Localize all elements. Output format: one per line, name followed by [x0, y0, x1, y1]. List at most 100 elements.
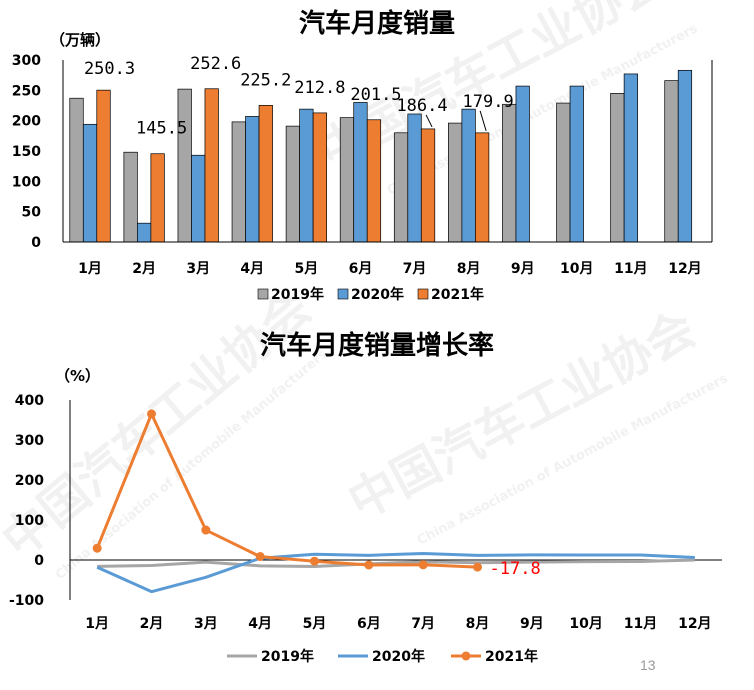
line-x-tick-label: 5月 [303, 616, 327, 632]
bar-2020年-3月 [191, 154, 206, 243]
bar-x-tick-label: 11月 [614, 261, 647, 277]
bar-2020年-2月 [137, 222, 152, 243]
bar-chart-title: 汽车月度销量 [299, 8, 455, 39]
bar-2021年-2月 [150, 153, 165, 243]
bar-x-tick-label: 6月 [349, 261, 373, 277]
line-y-tick-label: 400 [15, 393, 44, 409]
line-point-2021年 [418, 560, 428, 570]
line-chart: 汽车月度销量增长率 （%） -100 0 100 200 300 400 1月 2月 3月 4月 5… [9, 330, 722, 665]
bar-legend-swatch [337, 288, 349, 300]
line-series-2021年 [95, 412, 478, 569]
bar-data-label: 145.5 [136, 119, 187, 139]
line-y-tick-label: 200 [15, 473, 44, 489]
bar-data-label: 179.9 [463, 92, 514, 112]
line-legend-marker [461, 651, 471, 661]
bar-data-label: 252.6 [190, 54, 241, 74]
bar-2019年-12月 [664, 80, 679, 243]
line-point-2021年 [310, 556, 319, 566]
line-x-tick-label: 4月 [248, 616, 272, 632]
bar-x-tick-label: 9月 [511, 261, 535, 277]
bar-2019年-7月 [393, 132, 409, 243]
bar-y-tick-label: 150 [12, 144, 41, 160]
bar-2020年-8月 [461, 108, 476, 243]
bar-2021年-5月 [312, 112, 327, 243]
line-legend-label: 2019年 [261, 648, 314, 665]
line-point-2021年 [473, 562, 482, 572]
line-y-tick-label: 300 [15, 433, 44, 449]
line-point-2021年 [201, 525, 211, 535]
line-point-2021年 [147, 409, 156, 419]
bar-2020年-10月 [569, 85, 584, 243]
line-point-2021年 [255, 552, 265, 562]
bar-2020年-12月 [677, 69, 693, 243]
bar-2019年-4月 [231, 121, 246, 243]
bar-leader-line [425, 114, 433, 128]
bar-2019年-9月 [502, 103, 517, 243]
line-series-2020年 [96, 551, 695, 594]
line-x-tick-label: 12月 [678, 616, 711, 632]
bar-leader-line [479, 110, 487, 132]
line-chart-legend: 2019年 2020年 2021年 [227, 648, 538, 665]
line-x-tick-label: 11月 [624, 616, 657, 632]
line-y-tick-label: 0 [34, 553, 44, 569]
bar-2021年-8月 [475, 132, 490, 243]
line-legend-label: 2021年 [485, 648, 538, 665]
bar-data-label: 186.4 [396, 96, 447, 116]
bar-2019年-1月 [69, 97, 84, 243]
line-x-tick-label: 6月 [357, 616, 381, 632]
bar-x-tick-label: 8月 [457, 261, 481, 277]
bar-legend-swatch [257, 288, 269, 300]
bar-2019年-6月 [339, 117, 355, 243]
bar-2020年-4月 [245, 116, 260, 243]
bar-legend-label: 2021年 [431, 286, 484, 303]
bar-x-tick-label: 12月 [668, 261, 701, 277]
page-number: 13 [640, 657, 656, 673]
bar-2019年-5月 [285, 125, 300, 243]
line-x-tick-label: 1月 [85, 616, 109, 632]
bar-2021年-6月 [366, 119, 382, 243]
bar-2021年-4月 [258, 105, 273, 243]
bar-2019年-11月 [610, 93, 625, 243]
bar-2021年-3月 [204, 88, 219, 243]
line-x-tick-label: 3月 [194, 616, 218, 632]
line-x-tick-label: 9月 [520, 616, 544, 632]
line-y-tick-label: -100 [9, 593, 44, 609]
bar-2020年-9月 [515, 85, 530, 243]
bar-y-tick-label: 200 [12, 114, 41, 130]
bar-2020年-11月 [623, 73, 638, 243]
line-x-tick-label: 7月 [411, 616, 435, 632]
bar-2020年-6月 [353, 102, 368, 243]
bar-x-tick-label: 7月 [403, 261, 427, 277]
bar-chart-legend: 2019年 2020年 2021年 [257, 286, 484, 303]
bar-chart-unit: （万辆） [50, 31, 110, 49]
line-annotation-label: -17.8 [490, 559, 541, 579]
bar-2020年-1月 [82, 123, 98, 243]
bar-x-tick-label: 4月 [240, 261, 264, 277]
watermark-cn-2: 中国汽车工业协会 [0, 279, 322, 569]
bar-y-tick-label: 50 [22, 205, 42, 221]
line-series-2019年 [97, 558, 695, 569]
bar-y-tick-label: 300 [12, 53, 41, 69]
bar-y-tick-label: 0 [31, 235, 41, 251]
bar-legend-label: 2019年 [271, 286, 324, 303]
line-x-tick-label: 8月 [466, 616, 490, 632]
bar-data-label: 201.5 [350, 85, 401, 105]
bar-data-label: 225.2 [240, 70, 291, 90]
line-legend-label: 2020年 [372, 648, 425, 665]
bar-legend-swatch [417, 288, 429, 300]
line-y-tick-label: 100 [15, 513, 44, 529]
bar-x-tick-label: 5月 [295, 261, 319, 277]
bar-x-tick-label: 1月 [78, 261, 102, 277]
bar-y-tick-label: 100 [12, 174, 41, 190]
bar-y-tick-label: 250 [12, 83, 41, 99]
line-x-tick-label: 2月 [140, 616, 164, 632]
bar-2019年-10月 [556, 102, 571, 243]
bar-legend-label: 2020年 [351, 286, 404, 303]
line-point-2021年 [92, 543, 102, 553]
line-chart-title: 汽车月度销量增长率 [260, 330, 494, 361]
bar-2019年-2月 [123, 151, 138, 243]
bar-2021年-7月 [420, 128, 436, 243]
line-chart-unit: （%） [55, 367, 100, 385]
